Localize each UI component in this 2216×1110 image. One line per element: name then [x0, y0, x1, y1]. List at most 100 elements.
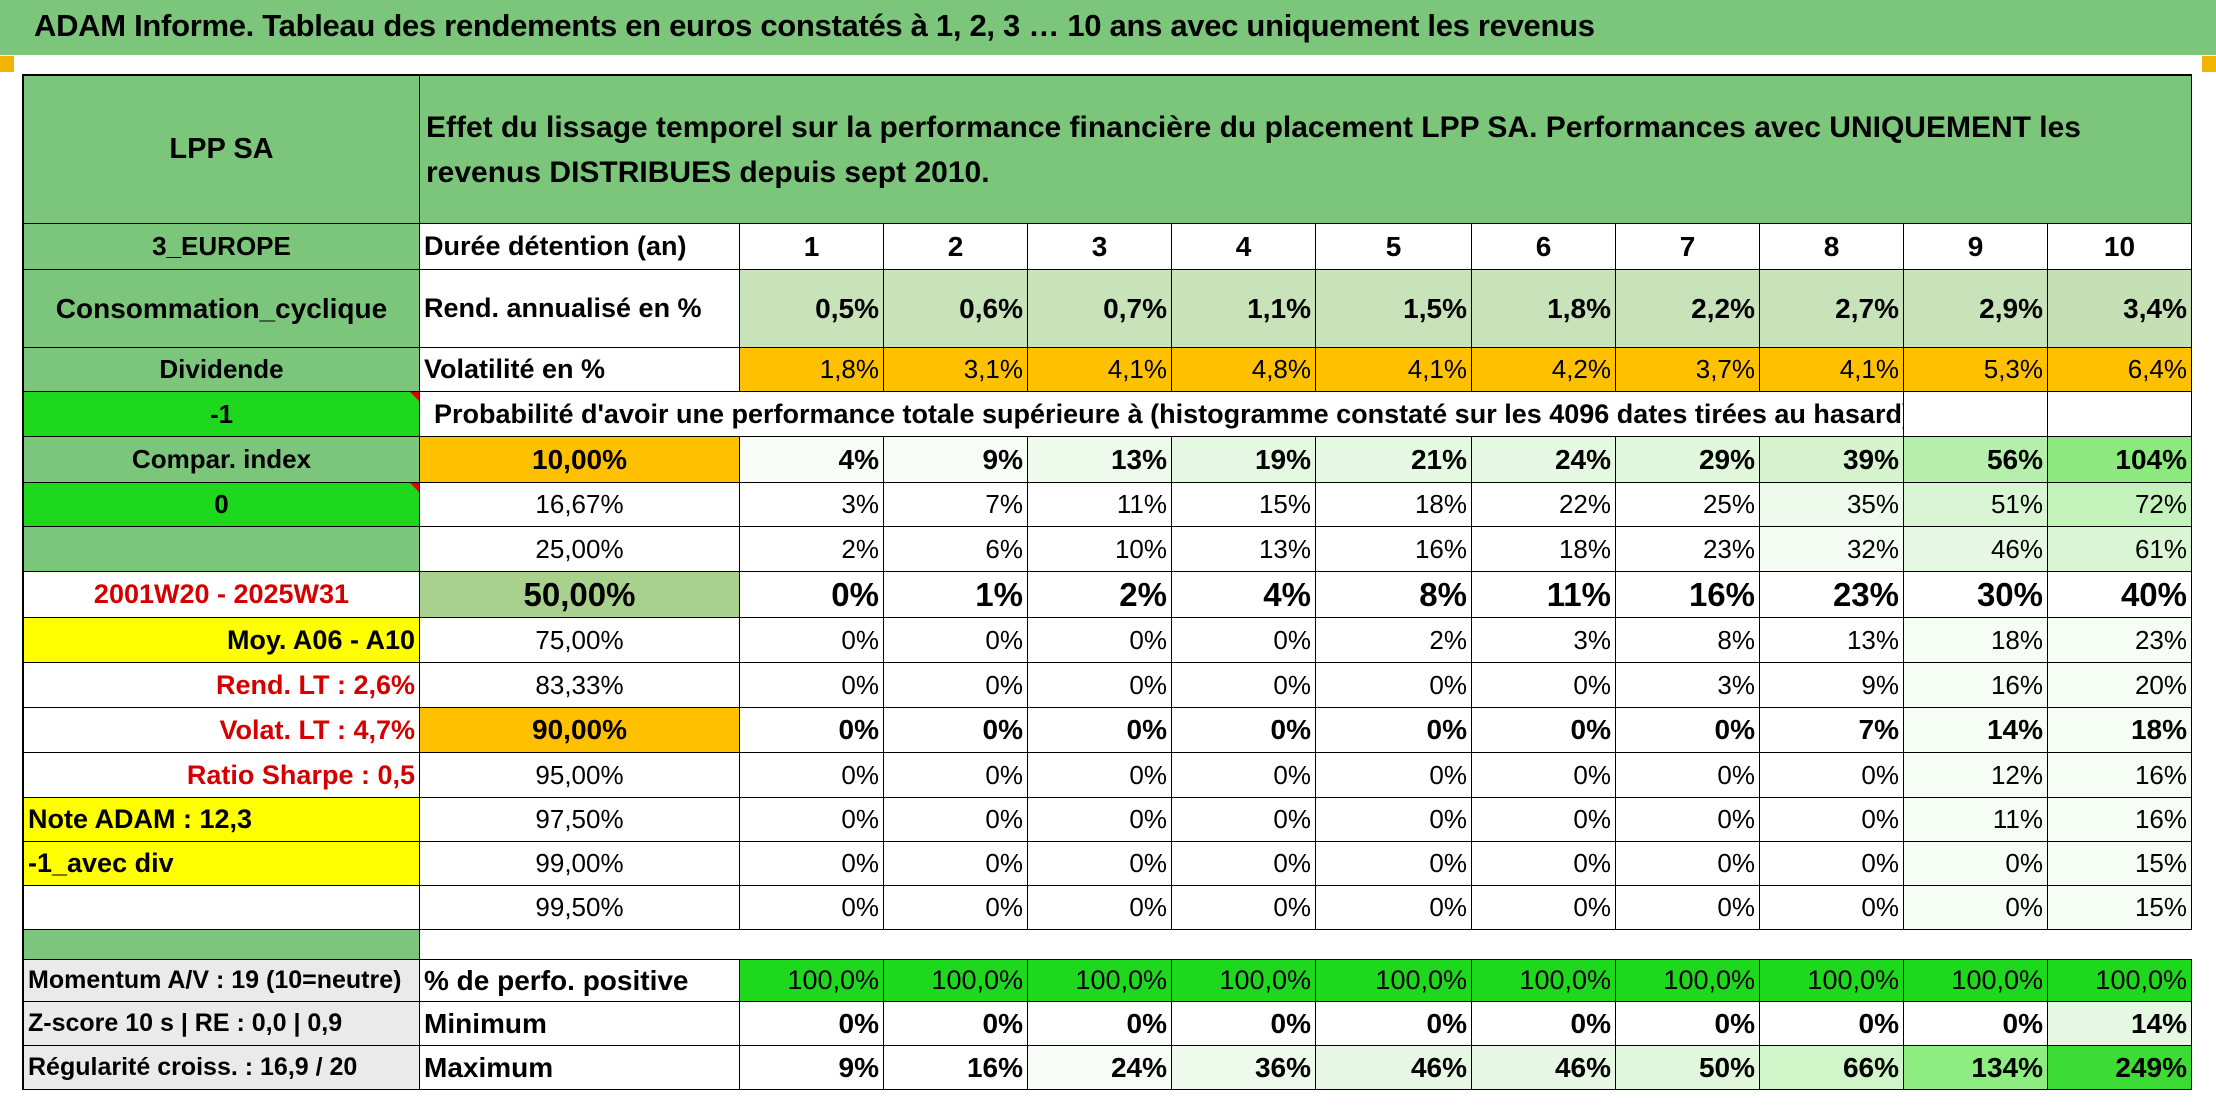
annualized-return-value: 3,4%: [2048, 270, 2192, 348]
probability-value: 0%: [884, 886, 1028, 930]
dividend-label: Dividende: [24, 348, 420, 392]
sector-label: Consommation_cyclique: [24, 270, 420, 348]
probability-value: 3%: [1616, 663, 1760, 708]
probability-value: 0%: [1472, 753, 1616, 798]
probability-value: 2%: [1028, 572, 1172, 618]
year-header: 10: [2048, 224, 2192, 270]
probability-value: 22%: [1472, 483, 1616, 527]
probability-value: 24%: [1472, 437, 1616, 483]
probability-value: 16%: [2048, 753, 2192, 798]
probability-value: 12%: [1904, 753, 2048, 798]
year-header: 1: [740, 224, 884, 270]
annualized-return-value: 2,9%: [1904, 270, 2048, 348]
value-minus-one: -1: [24, 392, 420, 437]
maximum-value: 134%: [1904, 1046, 2048, 1090]
probability-value: 0%: [1760, 886, 1904, 930]
volatility-value: 4,8%: [1172, 348, 1316, 392]
annualized-return-value: 0,7%: [1028, 270, 1172, 348]
year-header: 5: [1316, 224, 1472, 270]
volatility-value: 4,2%: [1472, 348, 1616, 392]
probability-value: 0%: [1028, 663, 1172, 708]
probability-value: 9%: [884, 437, 1028, 483]
probability-value: 13%: [1028, 437, 1172, 483]
moy-label: Moy. A06 - A10: [24, 618, 420, 663]
probability-threshold: 95,00%: [420, 753, 740, 798]
probability-value: 40%: [2048, 572, 2192, 618]
probability-value: 0%: [1760, 753, 1904, 798]
probability-value: 0%: [1904, 842, 2048, 886]
probability-value: 0%: [1316, 753, 1472, 798]
minimum-value: 0%: [740, 1002, 884, 1046]
probability-value: 0%: [1316, 798, 1472, 842]
probability-value: 23%: [1760, 572, 1904, 618]
probability-value: 25%: [1616, 483, 1760, 527]
probability-value: 4%: [740, 437, 884, 483]
positive-perf-value: 100,0%: [1028, 960, 1172, 1002]
annualized-return-value: 2,7%: [1760, 270, 1904, 348]
probability-value: 0%: [884, 708, 1028, 753]
volatility-value: 3,7%: [1616, 348, 1760, 392]
probability-value: 2%: [1316, 618, 1472, 663]
probability-value: 16%: [1904, 663, 2048, 708]
minimum-value: 0%: [1616, 1002, 1760, 1046]
asset-description: Effet du lissage temporel sur la perform…: [420, 76, 2192, 224]
year-header: 9: [1904, 224, 2048, 270]
probability-value: 61%: [2048, 527, 2192, 572]
probability-value: 18%: [1904, 618, 2048, 663]
probability-value: 0%: [1616, 708, 1760, 753]
probability-value: 46%: [1904, 527, 2048, 572]
maximum-label: Maximum: [420, 1046, 740, 1090]
positive-perf-value: 100,0%: [1760, 960, 1904, 1002]
probability-value: 0%: [1172, 886, 1316, 930]
probability-threshold: 83,33%: [420, 663, 740, 708]
probability-threshold: 75,00%: [420, 618, 740, 663]
minimum-value: 14%: [2048, 1002, 2192, 1046]
annualized-return-value: 0,6%: [884, 270, 1028, 348]
volat-lt-label: Volat. LT : 4,7%: [24, 708, 420, 753]
probability-value: 72%: [2048, 483, 2192, 527]
probability-value: 0%: [1616, 753, 1760, 798]
positive-perf-value: 100,0%: [1472, 960, 1616, 1002]
probability-value: 0%: [1472, 798, 1616, 842]
zscore-label: Z-score 10 s | RE : 0,0 | 0,9: [24, 1002, 420, 1046]
maximum-value: 249%: [2048, 1046, 2192, 1090]
probability-value: 3%: [740, 483, 884, 527]
probability-value: 21%: [1316, 437, 1472, 483]
probability-value: 11%: [1904, 798, 2048, 842]
title-bar: ADAM Informe. Tableau des rendements en …: [0, 0, 2216, 55]
note-adam-label: Note ADAM : 12,3: [24, 798, 420, 842]
positive-perf-value: 100,0%: [2048, 960, 2192, 1002]
year-header: 8: [1760, 224, 1904, 270]
volatility-value: 4,1%: [1316, 348, 1472, 392]
minimum-value: 0%: [884, 1002, 1028, 1046]
minimum-value: 0%: [1472, 1002, 1616, 1046]
duree-label: Durée détention (an): [420, 224, 740, 270]
period-label: 2001W20 - 2025W31: [24, 572, 420, 618]
positive-perf-value: 100,0%: [1904, 960, 2048, 1002]
probability-value: 8%: [1316, 572, 1472, 618]
probability-value: 18%: [2048, 708, 2192, 753]
probability-label: Probabilité d'avoir une performance tota…: [420, 392, 1904, 437]
maximum-value: 9%: [740, 1046, 884, 1090]
asset-name: LPP SA: [24, 76, 420, 224]
left-edge-marker: [0, 56, 14, 72]
volatility-value: 3,1%: [884, 348, 1028, 392]
performance-table: LPP SA Effet du lissage temporel sur la p…: [22, 74, 2192, 1090]
probability-value: 7%: [1760, 708, 1904, 753]
probability-value: 0%: [740, 886, 884, 930]
annualized-return-value: 1,5%: [1316, 270, 1472, 348]
probability-value: 3%: [1472, 618, 1616, 663]
probability-value: 0%: [1172, 663, 1316, 708]
spacer-green: [24, 930, 420, 960]
probability-value: 23%: [2048, 618, 2192, 663]
positive-perf-value: 100,0%: [1616, 960, 1760, 1002]
probability-value: 0%: [1172, 618, 1316, 663]
value-zero: 0: [24, 483, 420, 527]
probability-value: 19%: [1172, 437, 1316, 483]
probability-threshold: 99,50%: [420, 886, 740, 930]
probability-threshold: 10,00%: [420, 437, 740, 483]
avec-div-label: -1_avec div: [24, 842, 420, 886]
probability-value: 0%: [1028, 753, 1172, 798]
probability-value: 16%: [1316, 527, 1472, 572]
rend-lt-label: Rend. LT : 2,6%: [24, 663, 420, 708]
